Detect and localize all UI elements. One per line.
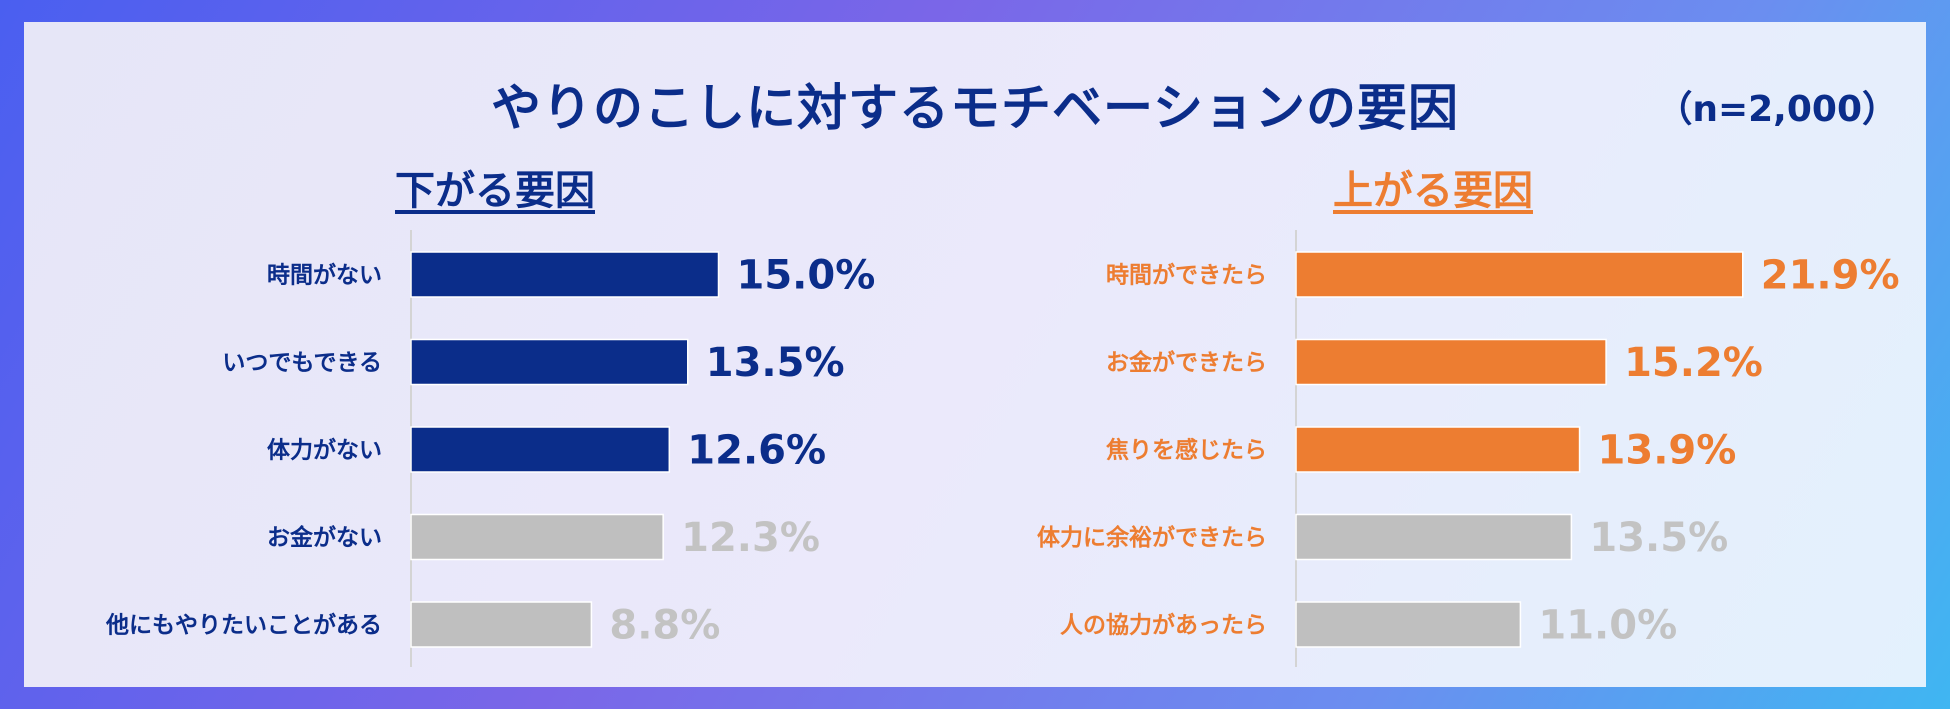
- left-value-label: 8.8%: [609, 603, 720, 649]
- right-bar: [1295, 426, 1581, 473]
- right-bar: [1295, 513, 1573, 561]
- right-bar: [1295, 251, 1744, 298]
- right-bar: [1295, 601, 1522, 648]
- right-section-heading: 上がる要因: [1333, 168, 1533, 214]
- sample-size: （n=2,000）: [1656, 89, 1898, 130]
- left-category-label: いつでもできる: [222, 350, 382, 376]
- right-category-label: 人の協力があったら: [1060, 612, 1267, 639]
- left-category-label: お金がない: [267, 524, 382, 551]
- left-bar: [410, 338, 689, 386]
- right-category-label: 焦りを感じたら: [1106, 437, 1267, 464]
- right-category-label: 体力に余裕ができたら: [1037, 524, 1267, 551]
- right-value-label: 15.2%: [1624, 340, 1763, 386]
- chart-title: やりのこしに対するモチベーションの要因: [491, 79, 1459, 137]
- right-value-label: 13.9%: [1598, 428, 1737, 474]
- left-value-label: 12.3%: [681, 515, 820, 561]
- left-category-label: 他にもやりたいことがある: [105, 612, 382, 639]
- left-category-label: 体力がない: [267, 437, 382, 464]
- left-value-label: 12.6%: [687, 428, 826, 474]
- right-value-label: 11.0%: [1538, 603, 1677, 649]
- left-value-label: 13.5%: [706, 340, 845, 386]
- right-value-label: 13.5%: [1589, 515, 1728, 561]
- left-value-label: 15.0%: [737, 253, 876, 299]
- left-bar: [410, 426, 671, 473]
- right-value-label: 21.9%: [1761, 253, 1900, 299]
- left-bar: [410, 513, 664, 561]
- right-category-label: お金ができたら: [1106, 349, 1267, 376]
- right-bar: [1295, 338, 1607, 386]
- left-bar: [410, 601, 593, 648]
- left-section-heading: 下がる要因: [395, 168, 595, 214]
- chart-panel: [24, 22, 1926, 687]
- right-category-label: 時間ができたら: [1106, 262, 1267, 289]
- left-bar: [410, 251, 720, 298]
- left-category-label: 時間がない: [267, 262, 382, 289]
